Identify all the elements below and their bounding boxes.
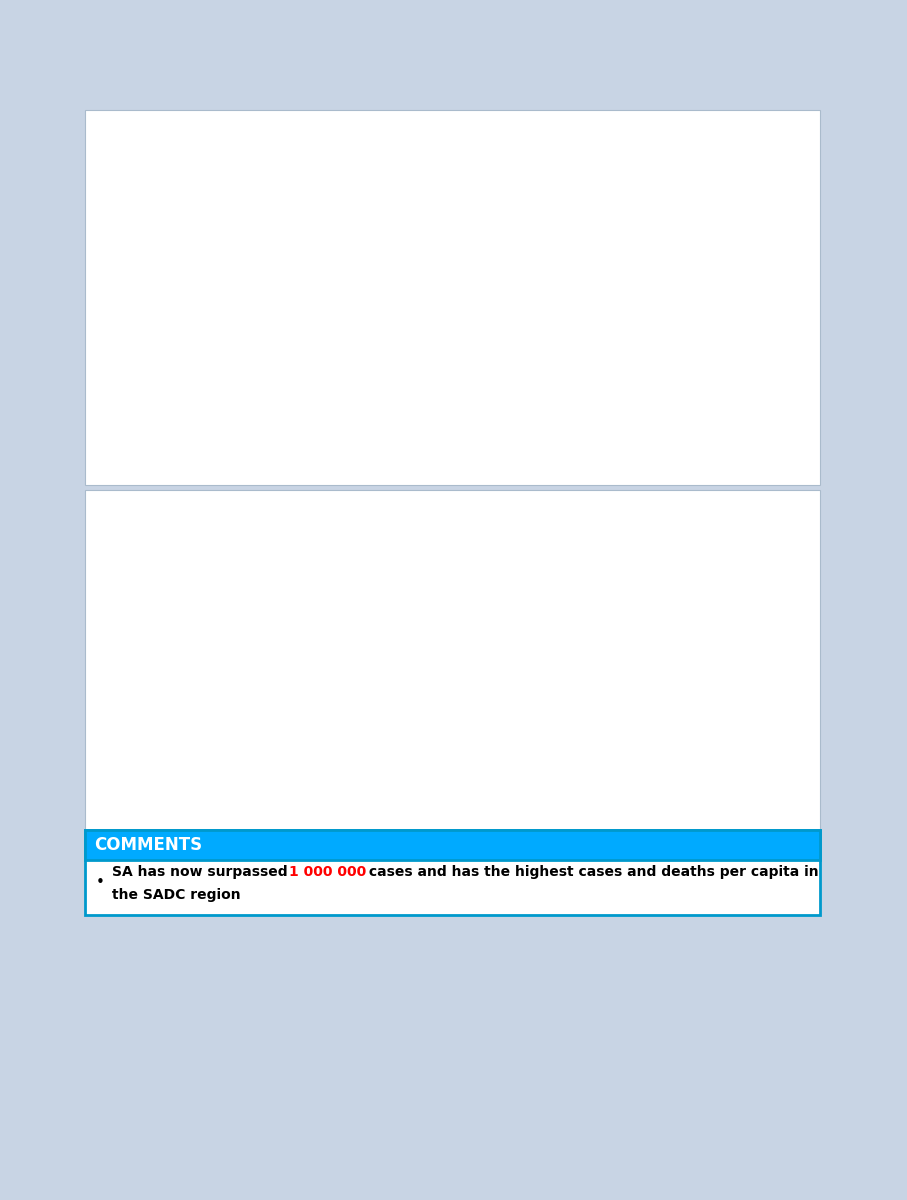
Bar [258, 590, 315, 760]
Bar [164, 751, 220, 760]
Bar [447, 755, 503, 760]
Text: COMMENTS: COMMENTS [94, 836, 202, 854]
Bar [635, 330, 692, 410]
Text: 759: 759 [557, 329, 581, 342]
Text: 83: 83 [184, 385, 200, 398]
Y-axis label: Deaths_100K: Deaths_100K [108, 624, 122, 707]
Y-axis label: Cases_100K: Cases_100K [93, 270, 106, 346]
Text: 1560: 1560 [270, 235, 303, 248]
Bar [635, 709, 692, 760]
Text: 33: 33 [278, 607, 295, 620]
Text: 1.9: 1.9 [747, 736, 768, 748]
Bar [353, 758, 409, 760]
Bar [729, 750, 786, 760]
Text: 0.3: 0.3 [370, 744, 391, 756]
Bar [541, 734, 598, 760]
Text: 1.7: 1.7 [181, 737, 202, 749]
Bar [353, 403, 409, 410]
Text: 587: 587 [463, 349, 487, 361]
Text: 10: 10 [656, 725, 672, 738]
Bar [447, 341, 503, 410]
Text: SADC Covid Cases Per 100K Population: SADC Covid Cases Per 100K Population [145, 180, 470, 198]
Text: 102: 102 [746, 383, 770, 396]
Text: SA has now surpassed: SA has now surpassed [112, 865, 293, 878]
Text: 684: 684 [651, 337, 676, 350]
Text: cases and has the highest cases and deaths per capita in: cases and has the highest cases and deat… [365, 865, 819, 878]
Bar [541, 322, 598, 410]
Text: SADC Covid Deaths Per 100K Population: SADC Covid Deaths Per 100K Population [145, 545, 480, 563]
Text: the SADC region: the SADC region [112, 888, 241, 902]
Text: •: • [96, 875, 105, 890]
Text: 56: 56 [373, 389, 389, 402]
Bar [164, 401, 220, 410]
Text: 0.9: 0.9 [464, 740, 485, 754]
Bar [258, 227, 315, 410]
Text: 5: 5 [565, 719, 573, 732]
Bar [729, 398, 786, 410]
Text: 1 000 000: 1 000 000 [289, 865, 366, 878]
